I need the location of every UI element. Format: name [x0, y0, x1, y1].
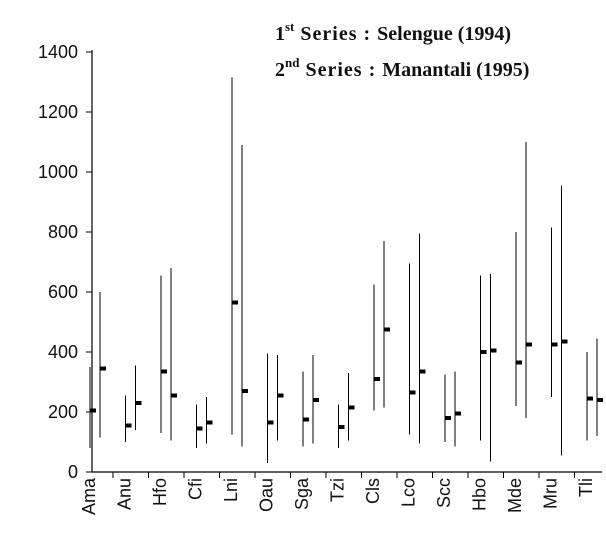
x-tick-label: Ama — [79, 477, 99, 515]
legend-ordinal-suffix: st — [285, 19, 295, 34]
mean-marker — [206, 420, 213, 425]
legend-ordinal: 1 — [275, 23, 285, 45]
mean-marker — [277, 393, 284, 398]
x-tick-label: Hfo — [150, 478, 170, 506]
legend-ordinal: 2 — [275, 59, 285, 81]
x-tick-label: Tzi — [328, 478, 348, 502]
mean-marker — [242, 389, 248, 393]
mean-marker — [587, 396, 593, 401]
mean-marker — [516, 360, 522, 365]
mean-marker — [125, 423, 132, 428]
x-tick-label: Anu — [115, 478, 135, 510]
x-tick-label: Lni — [221, 478, 241, 502]
mean-marker — [374, 377, 380, 381]
mean-marker — [171, 393, 177, 398]
mean-marker — [313, 398, 319, 402]
mean-marker — [455, 411, 461, 416]
legend-series-word: Series : — [305, 59, 376, 81]
x-tick-label: Cls — [363, 478, 383, 504]
mean-marker — [480, 350, 487, 354]
mean-marker — [409, 390, 416, 395]
x-tick-label: Oau — [257, 478, 277, 512]
y-tick-label: 200 — [48, 402, 78, 422]
y-tick-label: 1200 — [38, 102, 78, 122]
x-tick-label: Sga — [292, 477, 312, 510]
legend-entry: 1st Series : Selengue (1994) — [275, 19, 511, 45]
y-tick-label: 1400 — [38, 42, 78, 62]
y-tick-label: 1000 — [38, 162, 78, 182]
mean-marker — [232, 300, 238, 305]
x-tick-label: Lco — [399, 478, 419, 507]
x-tick-label: Mde — [505, 478, 525, 513]
mean-marker — [161, 369, 167, 374]
x-tick-label: Cfi — [186, 478, 206, 500]
x-tick-label: Hbo — [470, 478, 490, 511]
mean-marker — [303, 417, 309, 422]
mean-marker — [267, 420, 274, 425]
x-tick-label: Mru — [541, 478, 561, 509]
legend-ordinal-suffix: nd — [285, 55, 300, 70]
legend-series-word: Series : — [300, 23, 371, 45]
mean-marker — [445, 416, 451, 420]
mean-marker — [135, 401, 142, 405]
mean-marker — [551, 342, 558, 347]
legend-name: Manantali (1995) — [382, 59, 529, 81]
mean-marker — [561, 339, 568, 344]
mean-marker — [597, 398, 603, 402]
mean-marker — [338, 425, 345, 429]
mean-marker — [490, 348, 497, 353]
mean-marker — [196, 426, 203, 431]
mean-marker — [348, 405, 355, 410]
mean-marker — [100, 366, 106, 371]
mean-marker — [419, 369, 426, 374]
x-tick-label: Scc — [434, 478, 454, 508]
x-tick-label: Tli — [576, 478, 596, 497]
mean-marker — [90, 408, 96, 413]
legend-name: Selengue (1994) — [377, 23, 511, 45]
y-tick-label: 800 — [48, 222, 78, 242]
legend-entry: 2nd Series : Manantali (1995) — [275, 55, 529, 81]
y-tick-label: 600 — [48, 282, 78, 302]
mean-marker — [384, 327, 390, 332]
y-tick-label: 0 — [68, 462, 78, 482]
y-tick-label: 400 — [48, 342, 78, 362]
mean-marker — [526, 342, 532, 347]
